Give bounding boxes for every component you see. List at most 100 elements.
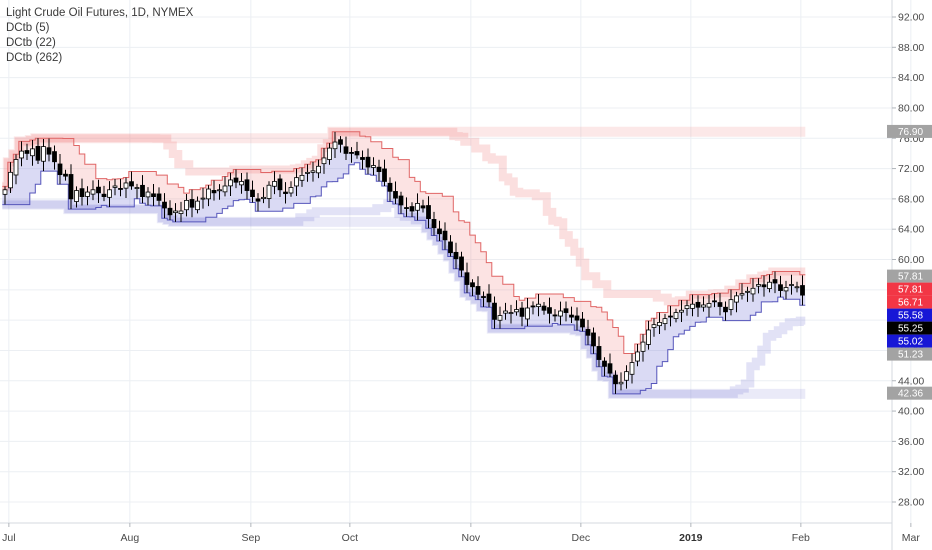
symbol-title[interactable]: Light Crude Oil Futures, 1D, NYMEX [6,7,194,19]
candle [35,138,41,165]
candle [618,372,624,391]
candle [189,189,195,218]
candle-body [140,184,145,198]
indicator-dctb-5[interactable]: DCtb (5) [6,22,50,34]
candle-body [767,281,772,289]
candle-body [85,191,90,197]
candle-body [19,150,24,159]
candle-body [371,165,376,168]
price-badge-blue: 55.58 [887,308,932,322]
candle [514,300,519,316]
candle-body [294,177,299,187]
candle [541,302,547,315]
candle [442,222,448,250]
candle-body [701,304,706,308]
indicator-dctb-22[interactable]: DCtb (22) [6,37,56,49]
candle-body [156,193,162,201]
candle [371,157,376,176]
candle [470,279,475,297]
candle [536,293,541,317]
candlesticks [2,131,805,394]
candle-body [266,184,272,199]
candle [382,159,387,186]
price-badge-blue: 55.02 [887,334,932,348]
candle-body [107,189,112,198]
price-badge-gray: 42.36 [887,386,932,400]
candle [96,179,101,204]
candle-body [404,207,409,209]
price-badge-bg [887,308,932,322]
candle-body [448,241,453,254]
x-tick-label: Nov [462,532,481,544]
candle-body [393,191,398,199]
candle-body [624,371,629,381]
candle [420,199,426,213]
candle [365,148,371,175]
candle-body [90,189,96,195]
candle [530,301,536,315]
candle-body [662,318,668,324]
candle-body [783,287,789,292]
candle [739,283,745,300]
time-axis[interactable]: Jul Aug Sep Oct Nov Dec 2019 Feb Mar [2,523,920,544]
candle-body [387,182,393,192]
candle-body [431,219,437,229]
candle-body [789,284,794,286]
price-axis[interactable]: 92.0088.0084.0080.0076.0072.0068.0064.00… [892,12,924,509]
candle-body [74,190,79,202]
candle-body [508,312,514,314]
candle [706,295,712,318]
candle [602,357,607,377]
candle-body [365,156,371,168]
candle-body [376,166,382,172]
candle-body [327,147,332,160]
candle-body [470,282,475,288]
candle [497,306,503,329]
candle [519,301,525,327]
price-badge-bg [887,386,932,400]
price-badge-label: 57.81 [898,285,923,296]
candle [85,186,90,206]
candle-body [497,315,503,321]
candle [332,131,338,158]
price-badge-red: 57.81 [887,282,932,296]
candle-body [734,295,739,303]
candle-body [239,181,244,186]
x-tick-label: Dec [572,532,591,544]
candle-body [728,299,734,310]
candle [24,143,30,161]
candle [299,167,305,187]
candle-body [222,185,228,193]
candle [13,154,19,185]
candle-body [134,187,140,189]
candle [717,293,723,316]
price-badge-label: 76.90 [898,127,923,138]
candle-body [684,305,690,309]
candle-body [591,332,596,347]
candle-body [52,151,57,163]
candle-body [492,302,497,320]
candle [173,203,178,222]
price-badge-gray: 51.23 [887,347,932,361]
donchian-channels [2,126,806,399]
candle-body [35,145,41,161]
y-tick-label: 92.00 [898,12,924,24]
candle-body [739,293,745,296]
indicator-dctb-262[interactable]: DCtb (262) [6,52,63,64]
candle [140,175,145,204]
candle [580,311,585,332]
candle [211,180,217,201]
candle-body [618,381,624,385]
dctb-5-upper-line [2,131,806,354]
price-badge-bg [887,334,932,348]
candle [57,154,63,185]
candle [734,291,739,313]
candle [79,178,85,206]
candle [690,294,695,317]
candle-body [690,303,695,309]
candle [673,308,679,323]
candle-body [211,190,217,194]
x-tick-label: Jul [2,532,15,544]
candle-body [426,205,431,219]
